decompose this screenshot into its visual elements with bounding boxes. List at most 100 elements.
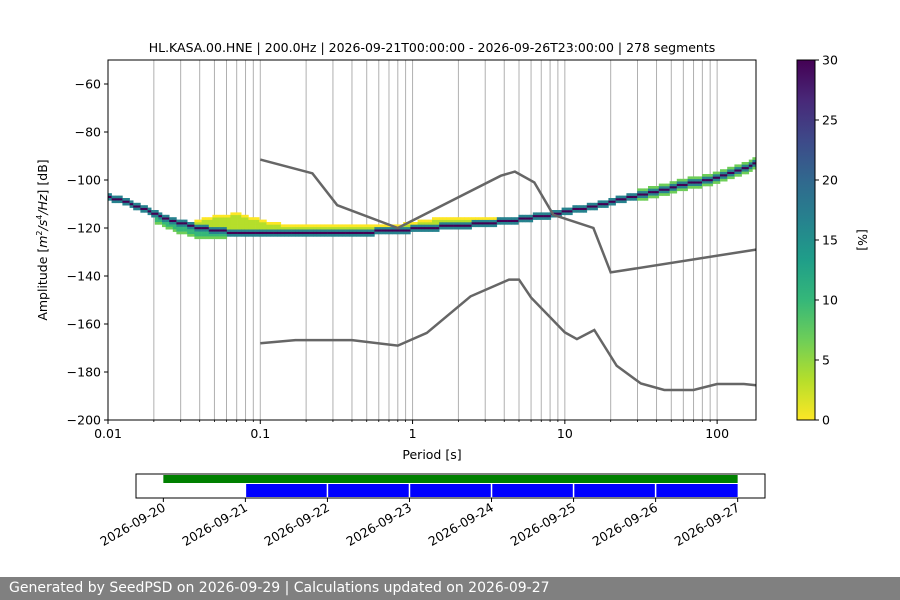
psd-cell-ridge xyxy=(122,202,127,206)
psd-cell-spread xyxy=(190,234,195,237)
psd-cell-ridge xyxy=(486,219,490,223)
psd-cell-ridge xyxy=(532,214,537,218)
psd-cell-ridge xyxy=(176,222,181,225)
psd-cell-scatter xyxy=(331,226,336,230)
psd-cell-ridge xyxy=(648,193,652,196)
psd-cell-ridge xyxy=(622,200,627,204)
psd-cell-ridge xyxy=(586,205,591,208)
psd-cell-ridge xyxy=(410,224,415,228)
psd-heatmap xyxy=(108,157,757,240)
x-tick-label: 0.01 xyxy=(94,426,122,441)
psd-cell-ridge xyxy=(511,217,516,220)
psd-cell-ridge xyxy=(709,176,714,180)
psd-cell-ridge xyxy=(655,193,660,196)
psd-cell-ridge xyxy=(568,210,573,213)
psd-cell-ridge xyxy=(158,217,163,220)
psd-cell-scatter xyxy=(252,224,256,228)
psd-cell-ridge xyxy=(338,234,343,237)
colorbar-tick-label: 30 xyxy=(822,53,838,68)
psd-cell-ridge xyxy=(698,186,703,189)
psd-cell-ridge xyxy=(201,224,206,228)
psd-cell-ridge xyxy=(316,229,321,232)
psd-cell-ridge xyxy=(658,193,663,196)
psd-cell-ridge xyxy=(424,224,429,228)
psd-cell-ridge xyxy=(468,226,472,230)
psd-cell-ridge xyxy=(331,234,336,237)
psd-cell-ridge xyxy=(651,188,656,192)
processed-segment-bar xyxy=(573,484,656,497)
psd-cell-scatter xyxy=(338,224,343,228)
psd-cell-scatter xyxy=(226,222,231,225)
psd-cell-ridge xyxy=(630,198,634,201)
psd-cell-ridge xyxy=(619,198,624,201)
psd-cell-ridge xyxy=(403,226,408,230)
psd-cell-ridge xyxy=(540,214,544,218)
psd-cell-ridge xyxy=(226,231,231,235)
psd-cell-ridge xyxy=(604,205,609,208)
psd-cell-ridge xyxy=(705,178,710,182)
psd-cell-ridge xyxy=(684,188,688,192)
psd-cell-ridge xyxy=(597,200,602,204)
psd-cell-ridge xyxy=(741,171,746,175)
psd-cell-ridge xyxy=(442,222,447,225)
psd-cell-scatter xyxy=(342,224,346,228)
psd-cell-scatter xyxy=(208,219,213,223)
psd-cell-ridge xyxy=(428,229,433,232)
psd-cell-ridge xyxy=(518,217,523,220)
psd-cell-ridge xyxy=(435,229,440,232)
psd-cell-ridge xyxy=(428,224,433,228)
psd-cell-ridge xyxy=(590,205,595,208)
psd-cell-ridge xyxy=(226,234,231,237)
psd-cell-ridge xyxy=(370,231,375,235)
psd-cell-ridge xyxy=(259,234,264,237)
psd-cell-ridge xyxy=(136,202,141,206)
psd-cell-scatter xyxy=(360,224,364,228)
psd-cell-ridge xyxy=(651,190,656,194)
psd-cell-ridge xyxy=(435,226,440,230)
psd-cell-spread xyxy=(172,229,177,232)
psd-cell-scatter xyxy=(244,222,249,225)
psd-cell-ridge xyxy=(327,234,332,237)
psd-cell-ridge xyxy=(748,162,753,165)
psd-cell-ridge xyxy=(198,224,202,228)
psd-cell-ridge xyxy=(421,226,426,230)
psd-cell-scatter xyxy=(324,226,328,230)
psd-cell-ridge xyxy=(561,210,566,213)
psd-cell-ridge xyxy=(673,183,678,187)
psd-cell-ridge xyxy=(442,224,447,228)
psd-cell-spread xyxy=(183,226,188,230)
psd-cell-ridge xyxy=(360,234,364,237)
psd-cell-ridge xyxy=(583,207,588,211)
psd-cell-ridge xyxy=(187,222,192,225)
psd-cell-ridge xyxy=(147,210,152,213)
psd-cell-ridge xyxy=(669,186,674,189)
psd-cell-ridge xyxy=(594,207,598,211)
psd-cell-ridge xyxy=(550,214,555,218)
psd-cell-spread xyxy=(187,229,192,232)
psd-cell-spread xyxy=(176,229,181,232)
psd-cell-ridge xyxy=(651,195,656,199)
psd-cell-ridge xyxy=(327,231,332,235)
psd-cell-scatter xyxy=(403,224,408,228)
timeline-frame xyxy=(135,473,766,499)
psd-cell-scatter xyxy=(244,214,249,218)
psd-cell-ridge xyxy=(752,157,757,160)
psd-cell-scatter xyxy=(237,219,242,223)
psd-cell-ridge xyxy=(460,222,465,225)
psd-cell-ridge xyxy=(547,217,552,220)
psd-cell-spread xyxy=(219,236,224,240)
psd-cell-ridge xyxy=(417,229,422,232)
psd-cell-scatter xyxy=(460,217,465,220)
psd-cell-ridge xyxy=(734,166,739,170)
psd-cell-scatter xyxy=(284,226,289,230)
psd-cell-ridge xyxy=(162,219,166,223)
psd-cell-ridge xyxy=(626,198,631,201)
psd-axes-frame xyxy=(107,59,757,421)
psd-cell-ridge xyxy=(691,176,696,180)
psd-cell-scatter xyxy=(367,224,372,228)
psd-cell-ridge xyxy=(270,229,274,232)
psd-cell-ridge xyxy=(698,176,703,180)
psd-cell-ridge xyxy=(169,217,174,220)
timeline-date-label: 2026-09-21 xyxy=(179,500,249,549)
psd-cell-ridge xyxy=(482,219,487,223)
